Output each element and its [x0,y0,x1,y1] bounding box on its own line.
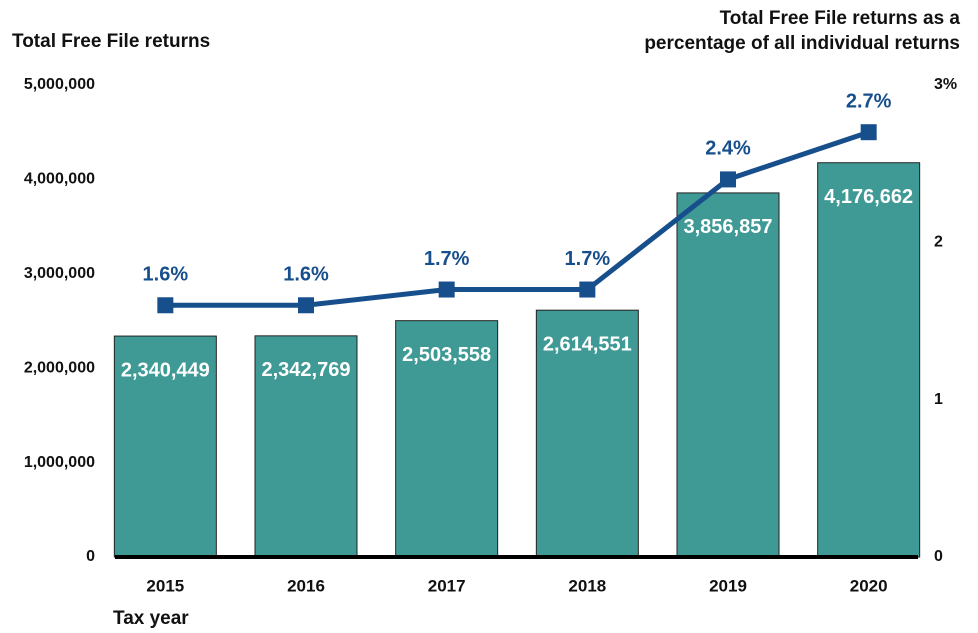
y2-tick-label: 0 [934,548,943,565]
line-marker [579,281,596,298]
bar [113,335,217,558]
x-axis-title: Tax year [113,608,189,629]
bar [254,335,358,558]
y-tick-label: 4,000,000 [24,171,95,188]
bar [817,162,921,558]
line-marker [157,297,174,314]
bar-value-label: 2,614,551 [543,333,632,355]
x-tick-label: 2019 [709,576,747,595]
y2-tick-label: 1 [934,391,943,408]
y2-axis-title: percentage of all individual returns [644,33,960,54]
line-marker [860,124,877,141]
y-tick-label: 1,000,000 [24,454,95,471]
bar [395,320,499,558]
y-tick-label: 3,000,000 [24,265,95,282]
bar-value-label: 2,342,769 [262,359,351,381]
line-marker [298,297,314,314]
line-value-label: 1.6% [143,264,189,286]
x-tick-label: 2015 [146,576,184,595]
x-tick-label: 2018 [568,576,606,595]
line-value-label: 2.7% [846,90,892,112]
y2-tick-label: 2 [934,234,943,251]
line-value-label: 1.7% [565,248,611,270]
x-tick-label: 2016 [287,576,325,595]
bar [676,192,780,558]
y-axis-title: Total Free File returns [12,31,210,52]
bar [535,309,639,558]
y-tick-label: 0 [86,548,95,565]
line [165,129,870,308]
x-tick-label: 2017 [428,576,466,595]
bar-value-label: 4,176,662 [824,186,913,208]
line-marker [720,171,736,188]
x-tick-label: 2020 [850,576,888,595]
bar-value-label: 2,340,449 [121,359,210,381]
line-value-label: 2.4% [705,138,751,160]
line-value-label: 1.6% [283,264,329,286]
bar-value-label: 3,856,857 [684,216,773,238]
y-tick-label: 5,000,000 [24,76,95,93]
y2-axis-title: Total Free File returns as a [720,8,961,29]
y2-tick-label: 3% [934,76,957,93]
line-marker [438,281,455,298]
bar-value-label: 2,503,558 [402,344,491,366]
line-value-label: 1.7% [424,248,470,270]
y-tick-label: 2,000,000 [24,359,95,376]
